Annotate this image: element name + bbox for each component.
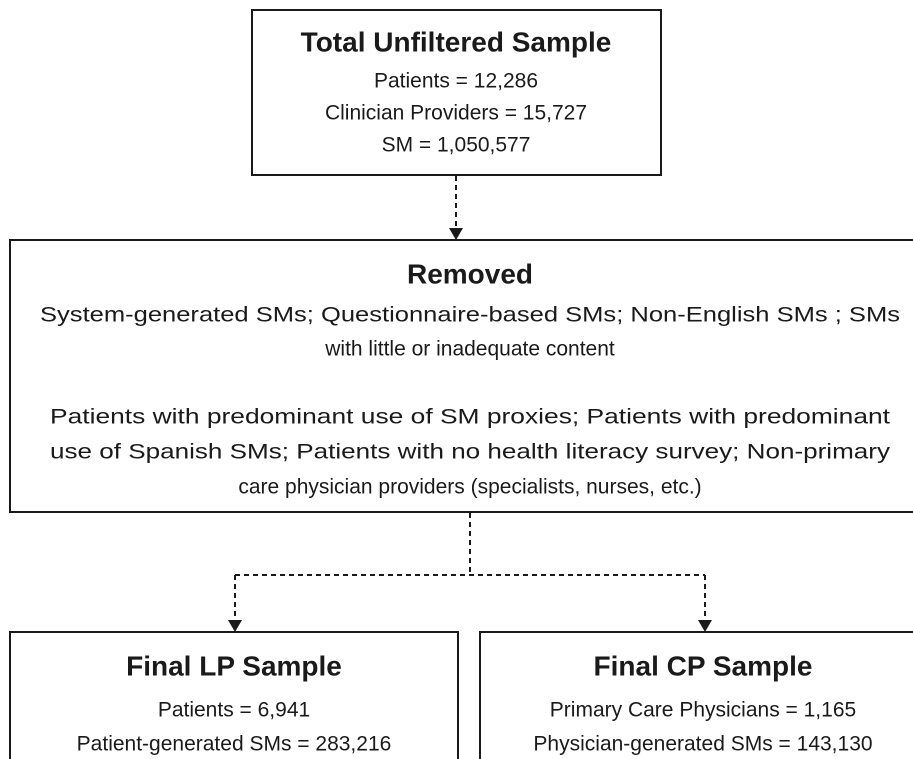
arrowhead [228,620,242,632]
node-line: care physician providers (specialists, n… [238,476,701,499]
arrowhead [449,228,463,240]
node-line: Primary Care Physicians = 1,165 [550,699,856,722]
node-line: Patients = 6,941 [158,699,310,722]
node-line: Patient-generated SMs = 283,216 [77,733,392,756]
node-box [251,9,662,176]
node-line: Physician-generated SMs = 143,130 [533,733,872,756]
connector [234,513,706,620]
node-box [9,239,913,513]
node-title: Final CP Sample [594,650,813,681]
node-line: with little or inadequate content [324,338,615,361]
node-box [9,631,459,759]
node-line: System-generated SMs; Questionnaire-base… [40,304,900,327]
node-line: Clinician Providers = 15,727 [325,102,587,125]
node-line: SM = 1,050,577 [382,134,531,157]
node-line: Patients = 12,286 [374,70,538,93]
node-box [479,631,913,759]
node-title: Total Unfiltered Sample [301,26,612,57]
node-line: use of Spanish SMs; Patients with no hea… [50,441,891,464]
node-title: Final LP Sample [126,650,342,681]
arrowhead [698,620,712,632]
node-line: Patients with predominant use of SM prox… [50,406,890,429]
node-title: Removed [407,258,533,289]
